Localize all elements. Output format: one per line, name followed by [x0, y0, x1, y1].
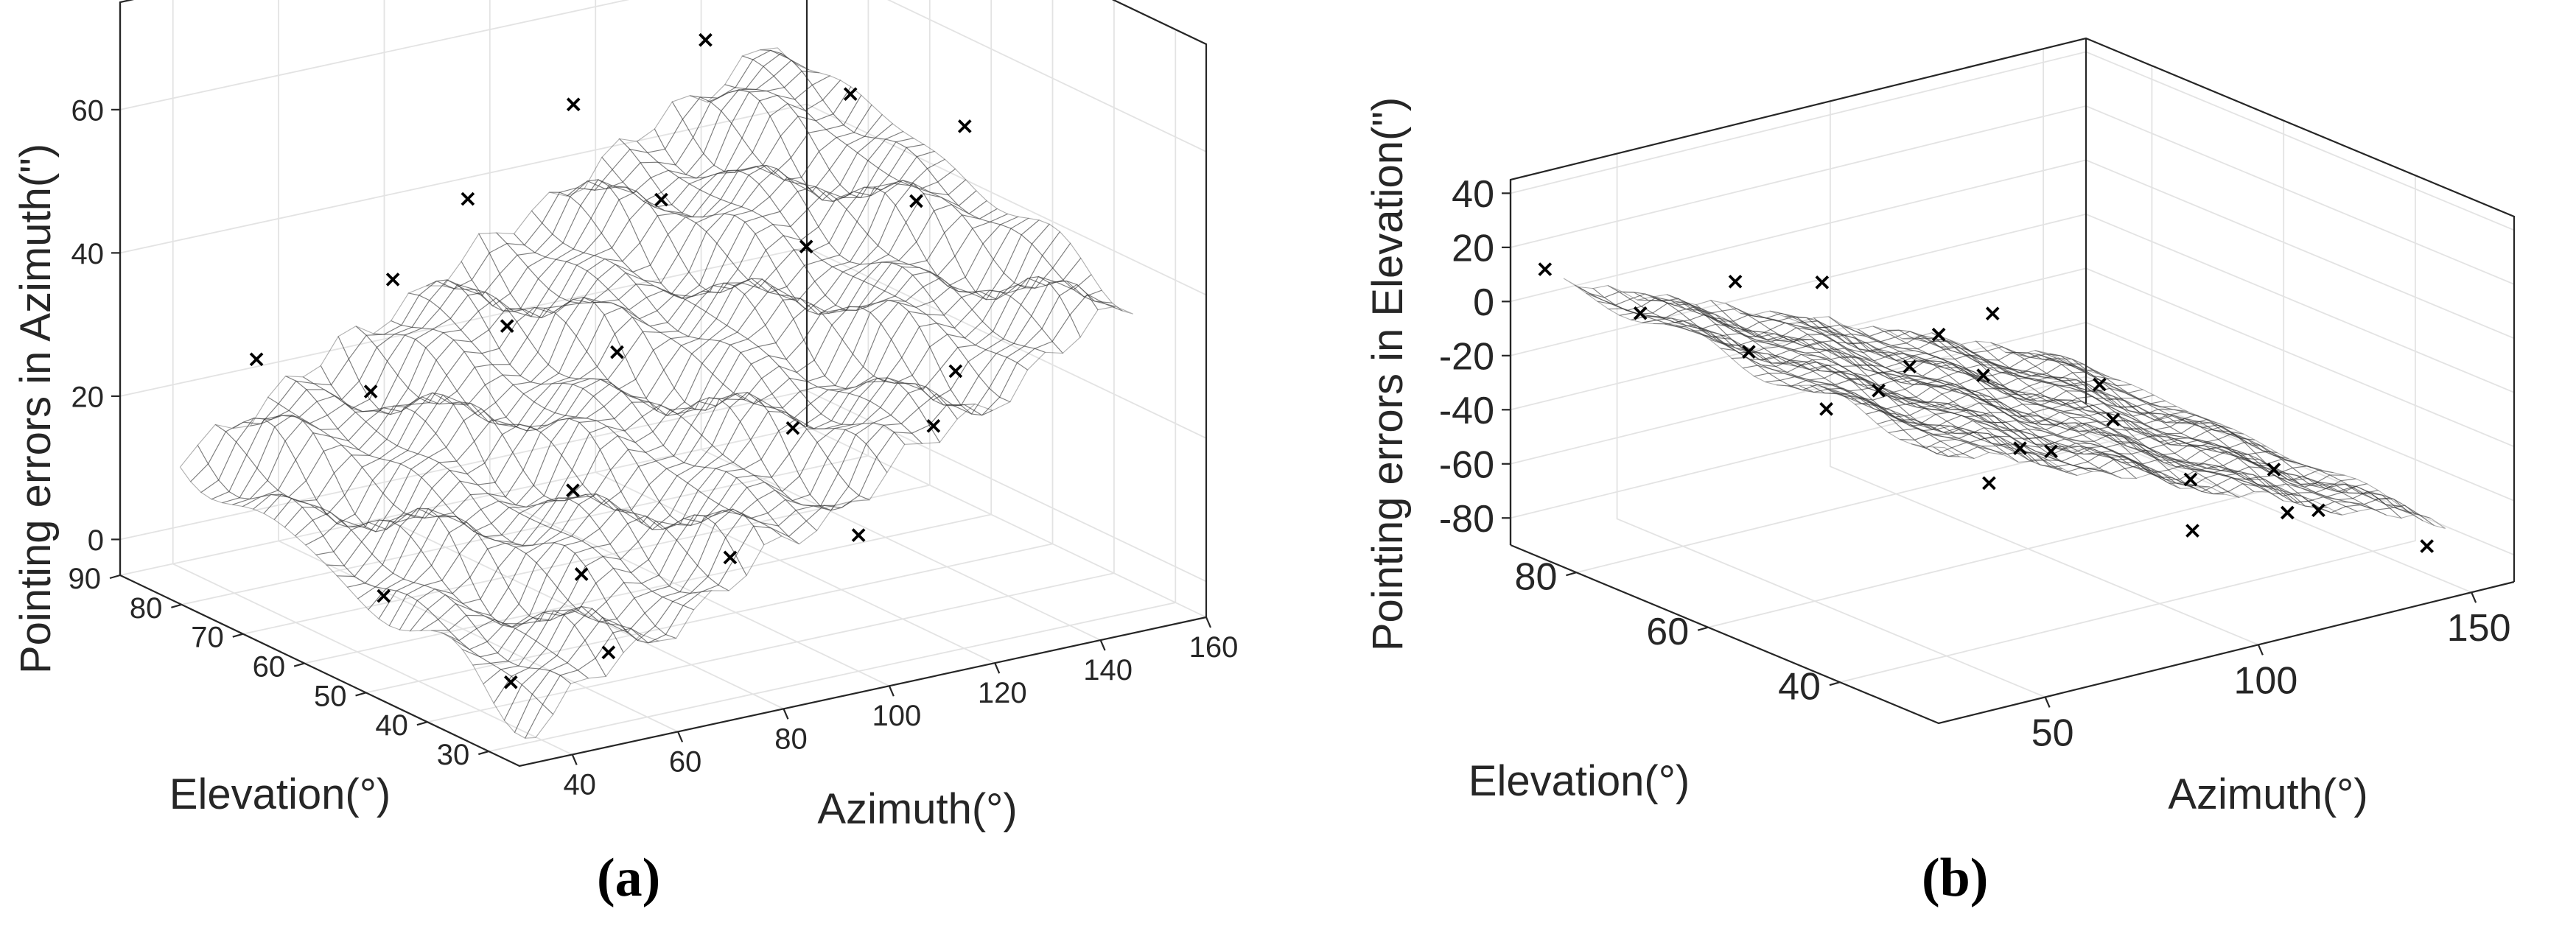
scatter-marker: [610, 345, 624, 359]
scatter-marker: [1982, 476, 1996, 491]
y-tick-label: 40: [375, 709, 408, 742]
scatter-marker: [1903, 359, 1917, 374]
x-tick-label: 100: [872, 700, 921, 732]
y-tick-label: 70: [191, 622, 224, 654]
scatter-marker: [1819, 401, 1833, 416]
z-tick-label: 20: [71, 381, 105, 413]
panel-label-b: (b): [1922, 848, 1989, 908]
x-tick-label: 160: [1189, 631, 1239, 664]
x-tick-label: 140: [1083, 654, 1133, 686]
y-tick-label: 90: [69, 563, 102, 595]
scatter-marker: [723, 550, 738, 565]
z-tick-label: -40: [1439, 390, 1494, 432]
scatter-marker: [699, 32, 713, 47]
z-tick-label: 0: [1473, 281, 1494, 324]
x-tick-label: 120: [978, 677, 1027, 709]
z-tick-label: -20: [1439, 336, 1494, 379]
x-tick-label: 150: [2447, 607, 2511, 650]
scatter-marker: [1985, 306, 2000, 321]
z-axis-title: Pointing errors in Elevation("): [1364, 97, 1412, 651]
scatter-marker: [1742, 345, 1756, 359]
scatter-marker: [1538, 262, 1553, 276]
scatter-marker: [377, 589, 391, 603]
scatter-marker: [799, 239, 813, 254]
scatter-marker: [957, 119, 972, 133]
scatter-marker: [948, 364, 963, 379]
scatter-marker: [566, 483, 580, 498]
z-tick-label: 40: [1452, 173, 1494, 216]
chart-panel-a: 40 60 80 100 120 140 160 30 40 50 60 70 80 90 0 20 40 60 P…: [12, 0, 1239, 908]
ticks: 50 100 150 40 60 80 40 20 0 -20 -40 -60 -80: [1439, 173, 2511, 754]
y-tick-label: 80: [1515, 556, 1558, 599]
scatter-marker: [1728, 274, 1743, 289]
scatter-marker: [2267, 463, 2281, 477]
scatter-marker: [1815, 275, 1830, 289]
scatter-marker: [1931, 327, 1946, 342]
scatter-marker: [2420, 539, 2435, 553]
z-tick-label: 60: [71, 94, 105, 127]
scatter-marker: [500, 319, 514, 333]
scatter-marker: [654, 192, 668, 207]
scatter-marker: [2106, 412, 2121, 426]
surface: [179, 47, 1133, 739]
scatter-marker: [2013, 441, 2027, 455]
x-tick-label: 60: [669, 745, 702, 778]
scatter-markers: [1538, 262, 2435, 553]
z-tick-label: 0: [88, 524, 104, 557]
scatter-marker: [2311, 503, 2325, 518]
scatter-marker: [1872, 383, 1886, 398]
x-tick-label: 100: [2234, 659, 2298, 702]
scatter-marker: [574, 567, 589, 581]
chart-panel-b: 50 100 150 40 60 80 40 20 0 -20 -40 -60 -80 Pointing …: [1288, 0, 2576, 931]
scatter-marker: [785, 421, 800, 435]
grid: [119, 0, 1207, 756]
z-axis-title: Pointing errors in Azimuth("): [12, 144, 60, 674]
scatter-marker: [1633, 306, 1648, 320]
x-axis-title: Azimuth(°): [2168, 770, 2367, 818]
ticks: 40 60 80 100 120 140 160 30 40 50 60 70 80 90 0 20 40 60: [69, 2, 1239, 801]
scatter-marker: [851, 528, 866, 542]
scatter-marker: [503, 675, 518, 689]
scatter-marker: [909, 194, 923, 208]
chart-a-canvas: 40 60 80 100 120 140 160 30 40 50 60 70 80 90 0 20 40 60 P…: [12, 0, 1239, 833]
z-tick-label: -80: [1439, 498, 1494, 541]
panel-label-a: (a): [597, 848, 661, 908]
z-tick-label: 20: [1452, 228, 1494, 270]
scatter-marker: [385, 273, 400, 287]
scatter-marker: [2185, 524, 2199, 538]
scatter-marker: [461, 192, 475, 206]
scatter-marker: [2281, 505, 2295, 520]
surface: [1563, 278, 2446, 530]
scatter-marker: [601, 645, 616, 660]
x-tick-label: 40: [563, 768, 596, 801]
y-tick-label: 50: [314, 680, 347, 712]
y-tick-label: 80: [130, 592, 163, 625]
x-axis-title: Azimuth(°): [817, 785, 1017, 833]
scatter-marker: [2183, 472, 2198, 487]
y-tick-label: 40: [1778, 666, 1821, 709]
scatter-marker: [2044, 444, 2058, 459]
y-tick-label: 60: [1646, 611, 1689, 653]
x-tick-label: 50: [2031, 712, 2074, 754]
scatter-marker: [1976, 368, 1990, 382]
scatter-marker: [249, 352, 264, 367]
y-axis-title: Elevation(°): [169, 770, 391, 818]
y-tick-label: 30: [437, 739, 470, 771]
scatter-marker: [926, 418, 941, 433]
scatter-marker: [566, 97, 581, 112]
scatter-markers: [249, 32, 972, 689]
scatter-marker: [363, 384, 378, 398]
scatter-marker: [843, 87, 858, 102]
x-tick-label: 80: [774, 723, 808, 755]
scatter-marker: [2093, 377, 2107, 392]
y-axis-title: Elevation(°): [1469, 757, 1690, 805]
z-tick-label: -60: [1439, 443, 1494, 486]
chart-b-canvas: 50 100 150 40 60 80 40 20 0 -20 -40 -60 -80 Pointing …: [1364, 37, 2516, 818]
z-tick-label: 40: [71, 238, 105, 270]
y-tick-label: 60: [253, 651, 286, 684]
